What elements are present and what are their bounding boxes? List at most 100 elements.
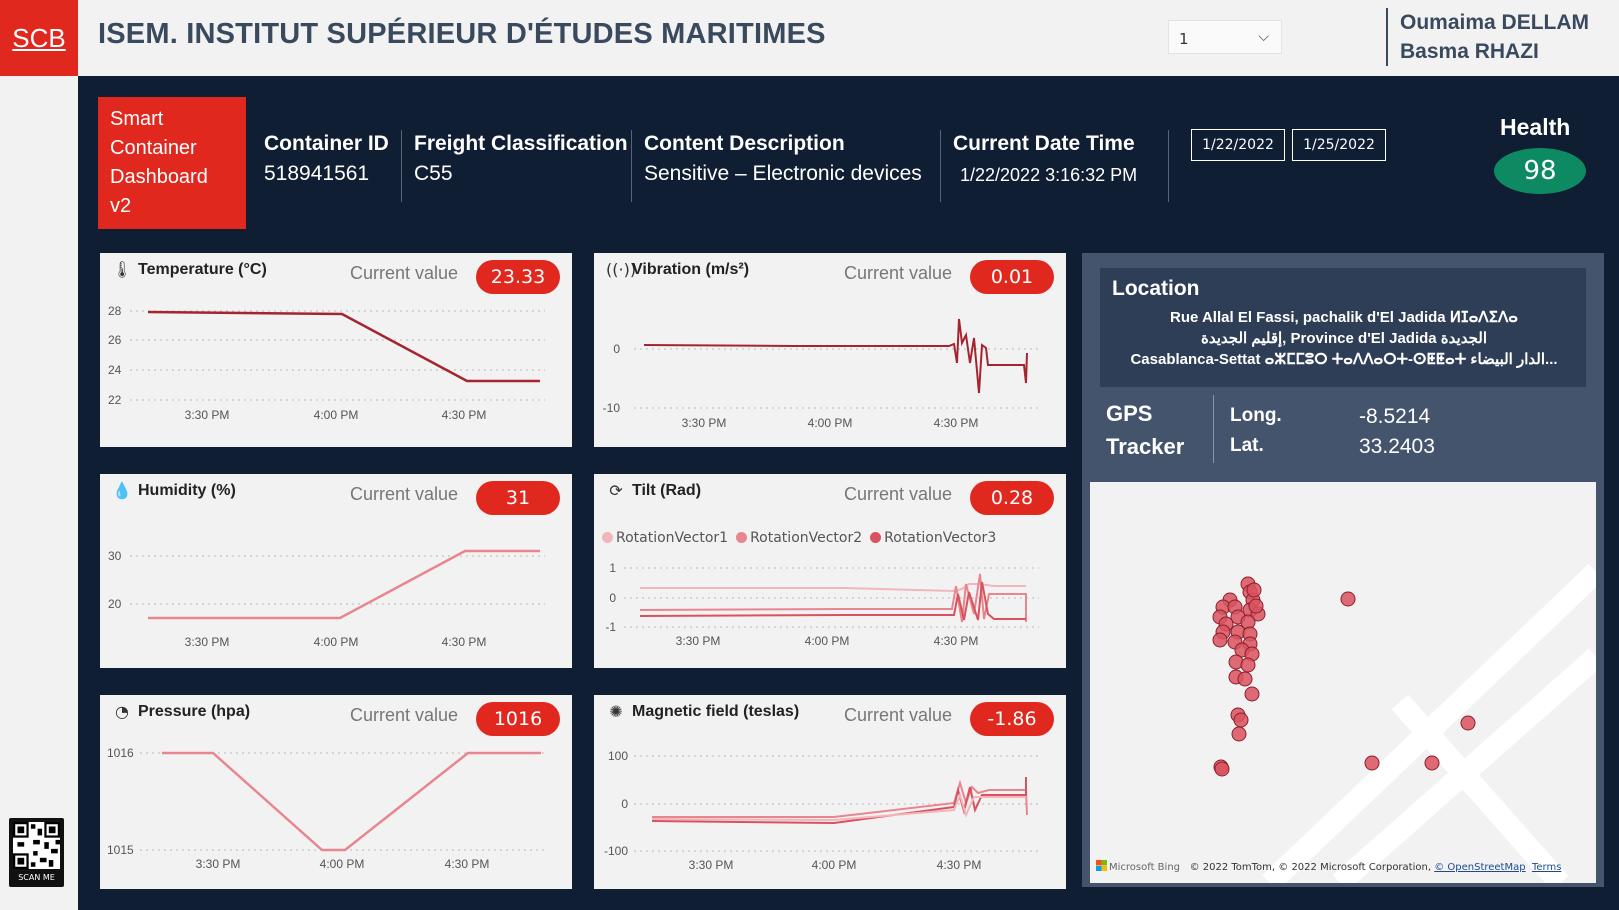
card-title: Vibration (m/s²) [632,261,750,278]
x-tick-label: 4:00 PM [320,857,365,871]
humidity-chart: 30 20 3:30 PM 4:00 PM 4:30 PM [108,549,545,649]
location-title: Location [1112,277,1200,300]
x-tick-label: 3:30 PM [185,408,230,422]
y-tick-label: 28 [108,304,122,318]
health-badge: 98 [1494,148,1586,194]
microsoft-logo-icon [1096,860,1107,871]
legend-item[interactable]: RotationVector1 [602,530,728,546]
card-title: Tilt (Rad) [632,482,702,499]
gps-map[interactable]: Microsoft Bing © 2022 TomTom, © 2022 Mic… [1090,482,1596,883]
date-to-input[interactable]: 1/25/2022 [1292,129,1386,161]
humidity-line [148,549,540,620]
datetime-field: Current Date Time 1/22/2022 3:16:32 PM [953,132,1137,186]
x-tick-label: 3:30 PM [689,858,734,872]
legend-label: RotationVector1 [616,530,729,546]
temperature-card: 🌡 Temperature (°C) Current value 23.33 2… [100,253,572,447]
card-title: Humidity (%) [138,482,236,499]
gps-point [1237,671,1253,687]
y-tick-label: -10 [603,401,621,415]
x-tick-label: 4:30 PM [445,857,490,871]
address-line: Rue Allal El Fassi, pachalik d'El Jadida… [1170,309,1518,326]
gps-point [1340,591,1356,607]
container-id-label: Container ID [264,132,389,155]
x-tick-label: 4:00 PM [805,634,850,648]
map-canvas [1090,482,1596,883]
gps-point [1244,686,1260,702]
freight-value: C55 [414,162,453,185]
droplet-icon: 💧 [112,481,132,500]
current-value-badge: 0.01 [970,260,1054,294]
card-title: Temperature (°C) [138,261,267,278]
x-tick-label: 3:30 PM [196,857,241,871]
y-tick-label: 1015 [107,843,134,857]
legend-item[interactable]: RotationVector3 [870,530,996,546]
y-tick-label: 0 [613,342,620,356]
terms-link[interactable]: Terms [1531,862,1562,873]
bing-label: Microsoft Bing [1109,862,1181,873]
legend-label: RotationVector3 [884,530,997,546]
current-value-badge: 23.33 [476,260,560,294]
gps-point [1460,715,1476,731]
chevron-down-icon: ⌵ [1258,29,1269,45]
gps-point [1214,761,1230,777]
current-value-badge: 1016 [476,702,560,736]
y-tick-label: -100 [604,844,628,858]
scb-logo[interactable]: SCB [0,0,78,76]
divider [940,130,941,202]
address-line: إقليم الجديدة, Province d'El Jadida الجد… [1200,330,1487,347]
openstreetmap-link[interactable]: © OpenStreetMap [1434,862,1526,873]
pressure-line [162,751,541,852]
pressure-chart: 1016 1015 3:30 PM 4:00 PM 4:30 PM [107,746,545,871]
y-tick-label: 100 [608,749,628,763]
temperature-chart: 28 26 24 22 3:30 PM 4:00 PM 4:30 PM [108,304,545,422]
x-tick-label: 4:30 PM [442,408,487,422]
qr-caption: SCAN ME [18,873,55,882]
health-label: Health [1500,114,1571,140]
top-bar: SCB ISEM. INSTITUT SUPÉRIEUR D'ÉTUDES MA… [0,0,1619,76]
current-value-label: Current value [350,484,459,504]
dashboard-badge-line: Smart [110,108,164,130]
gps-point [1212,632,1228,648]
magnetic-chart: 100 0 -100 3:30 PM 4:00 PM 4:30 PM [604,749,1039,872]
qr-code: SCAN ME [9,818,64,887]
vibration-card: ((·)) Vibration (m/s²) Current value 0.0… [594,253,1066,447]
dashboard-badge-line: v2 [110,195,132,217]
y-tick-label: 24 [108,363,122,377]
current-value-badge: -1.86 [970,702,1054,736]
tilt-series-2 [639,573,1027,623]
location-address: Rue Allal El Fassi, pachalik d'El Jadida… [1108,307,1580,370]
author-name: Basma RHAZI [1400,40,1539,63]
card-title: Pressure (hpa) [138,703,251,720]
x-tick-label: 4:30 PM [442,635,487,649]
tilt-card: ⟳ Tilt (Rad) Current value 0.28 Rotation… [594,474,1066,668]
dashboard-badge: Smart Container Dashboard v2 [98,97,246,229]
map-credit-text: © 2022 TomTom, © 2022 Microsoft Corporat… [1189,862,1432,873]
datetime-label: Current Date Time [953,132,1135,155]
freight-label: Freight Classification [414,132,628,155]
y-tick-label: 0 [621,797,628,811]
x-tick-label: 4:00 PM [812,858,857,872]
magnet-icon: ✺ [609,702,623,721]
content-label: Content Description [644,132,845,155]
tilt-series-3 [639,581,1026,621]
tilt-chart: 1 0 -1 3:30 PM 4:00 PM 4:30 PM [605,561,1039,648]
thermometer-icon: 🌡 [112,260,133,279]
page-title: ISEM. INSTITUT SUPÉRIEUR D'ÉTUDES MARITI… [98,18,826,50]
y-tick-label: 1 [609,561,616,575]
gps-point [1424,755,1440,771]
date-from-input[interactable]: 1/22/2022 [1191,129,1285,161]
chart-legend[interactable]: RotationVector1 RotationVector2 Rotation… [602,530,996,546]
pressure-card: ◔ Pressure (hpa) Current value 1016 1016… [100,695,572,889]
page-select-dropdown[interactable]: 1 ⌵ [1168,20,1282,54]
gps-point [1231,726,1247,742]
gps-title-line: Tracker [1106,434,1185,459]
y-tick-label: 1016 [107,746,134,760]
legend-item[interactable]: RotationVector2 [736,530,862,546]
y-tick-label: -1 [605,620,616,634]
x-tick-label: 4:00 PM [808,416,853,430]
gps-point [1248,598,1264,614]
gauge-icon: ◔ [115,702,129,721]
x-tick-label: 4:30 PM [934,416,979,430]
freight-field: Freight Classification C55 [414,132,628,186]
current-value-label: Current value [844,705,953,725]
